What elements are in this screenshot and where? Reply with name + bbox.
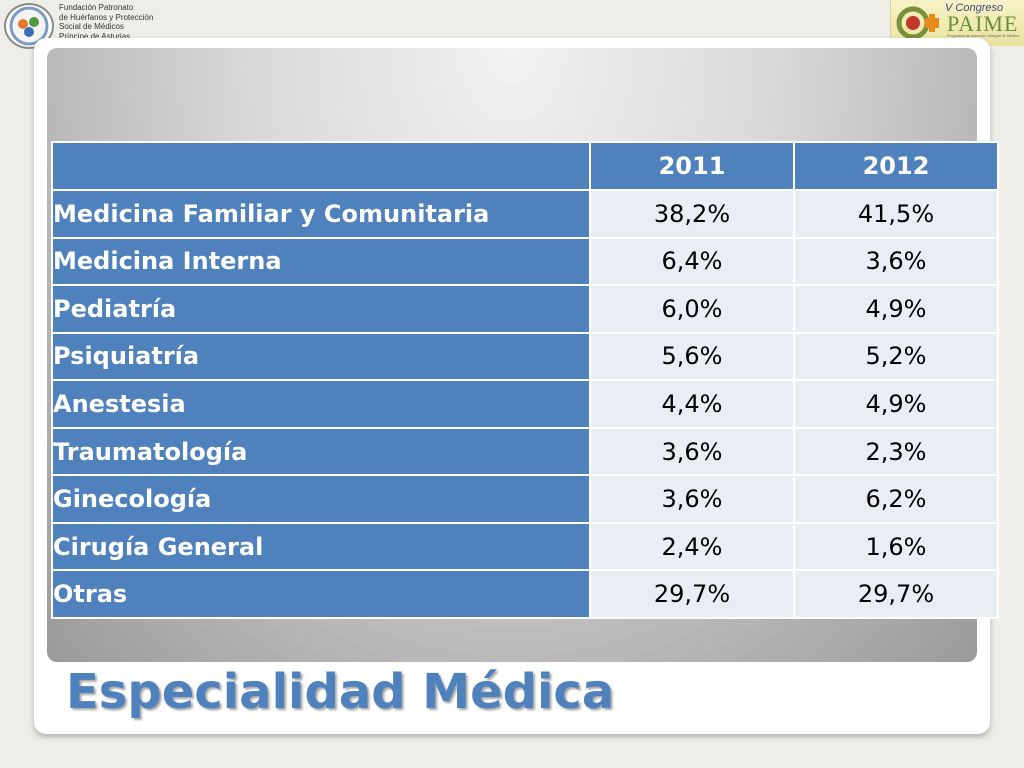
- table-row: Ginecología 3,6% 6,2%: [51, 474, 999, 524]
- foundation-name-line: de Huérfanos y Protección: [59, 12, 154, 22]
- slide-header: Fundación Patronato de Huérfanos y Prote…: [0, 0, 1024, 49]
- table-row: Otras 29,7% 29,7%: [51, 569, 999, 619]
- row-label: Anestesia: [51, 379, 591, 429]
- table-header-row: 2011 2012: [51, 141, 999, 191]
- value-2011: 29,7%: [589, 569, 795, 619]
- value-2012: 5,2%: [793, 331, 999, 382]
- value-2011: 3,6%: [589, 426, 795, 477]
- row-label: Medicina Interna: [51, 236, 591, 287]
- row-label: Otras: [51, 569, 591, 619]
- table-row: Cirugía General 2,4% 1,6%: [51, 521, 999, 572]
- value-2012: 41,5%: [793, 189, 999, 239]
- value-2012: 6,2%: [793, 474, 999, 524]
- value-2011: 5,6%: [589, 331, 795, 382]
- value-2012: 1,6%: [793, 521, 999, 572]
- foundation-name-line: Fundación Patronato: [59, 3, 134, 12]
- value-2011: 3,6%: [589, 474, 795, 524]
- row-label: Pediatría: [51, 284, 591, 334]
- row-label: Psiquiatría: [51, 331, 591, 382]
- table-row: Medicina Familiar y Comunitaria 38,2% 41…: [51, 189, 999, 239]
- value-2011: 6,0%: [589, 284, 795, 334]
- foundation-name-line: Príncipe de Asturias: [59, 31, 131, 41]
- row-label: Cirugía General: [51, 521, 591, 572]
- row-label: Ginecología: [51, 474, 591, 524]
- foundation-name: Fundación Patronato de Huérfanos y Prote…: [59, 3, 259, 41]
- row-label: Traumatología: [51, 426, 591, 477]
- table-header-2011: 2011: [589, 141, 795, 191]
- foundation-name-line: Social de Médicos: [59, 22, 124, 31]
- table-row: Medicina Interna 6,4% 3,6%: [51, 236, 999, 287]
- congress-name: PAIME: [947, 11, 1019, 36]
- table-row: Psiquiatría 5,6% 5,2%: [51, 331, 999, 382]
- value-2011: 2,4%: [589, 521, 795, 572]
- value-2011: 6,4%: [589, 236, 795, 287]
- value-2012: 29,7%: [793, 569, 999, 619]
- value-2012: 2,3%: [793, 426, 999, 477]
- value-2012: 3,6%: [793, 236, 999, 287]
- value-2012: 4,9%: [793, 379, 999, 429]
- table-row: Pediatría 6,0% 4,9%: [51, 284, 999, 334]
- foundation-logo-icon: [4, 3, 54, 49]
- value-2012: 4,9%: [793, 284, 999, 334]
- value-2011: 38,2%: [589, 189, 795, 239]
- congress-edition: V Congreso: [945, 2, 1004, 14]
- row-label: Medicina Familiar y Comunitaria: [51, 189, 591, 239]
- table-row: Anestesia 4,4% 4,9%: [51, 379, 999, 429]
- table-row: Traumatología 3,6% 2,3%: [51, 426, 999, 477]
- paime-emblem-icon: [896, 6, 939, 40]
- specialty-table: 2011 2012 Medicina Familiar y Comunitari…: [51, 141, 999, 619]
- value-2011: 4,4%: [589, 379, 795, 429]
- table-header-2012: 2012: [793, 141, 999, 191]
- slide-title: Especialidad Médica: [66, 664, 615, 720]
- table-header-empty: [51, 141, 591, 191]
